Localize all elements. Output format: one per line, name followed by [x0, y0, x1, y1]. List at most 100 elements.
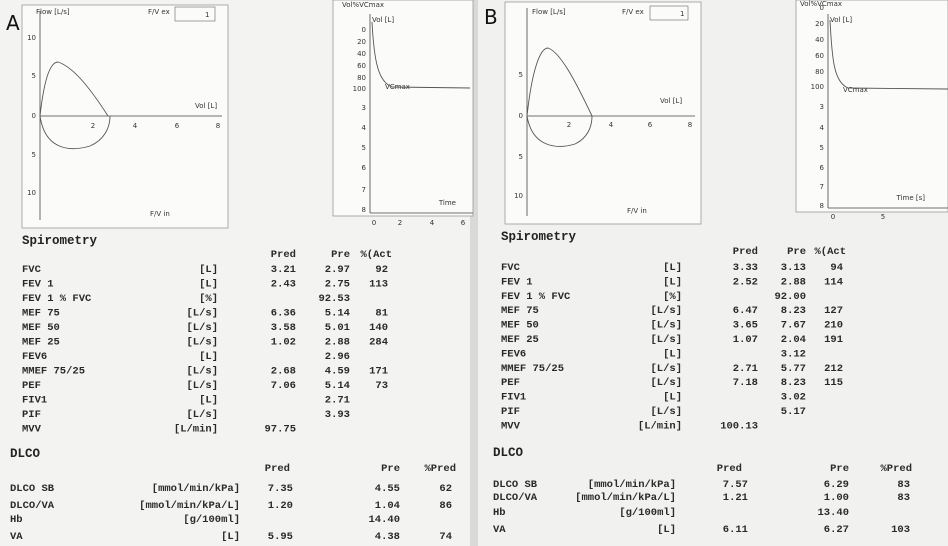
cell-pct: 83 [897, 479, 910, 491]
cell-pre: 92.53 [318, 293, 350, 305]
axis-title: Vol%VCmax [800, 0, 842, 8]
plot-frame [504, 1, 702, 225]
cell-unit: [L/min] [638, 420, 682, 432]
x-tick-label: 6 [461, 219, 466, 227]
section-title: Spirometry [22, 234, 98, 248]
cell-unit: [mmol/min/kPa] [588, 479, 676, 491]
cell-unit: [mmol/min/kPa] [152, 483, 240, 495]
flow-volume-curve [526, 47, 593, 147]
cell-unit: [L/s] [186, 409, 218, 421]
cell-pred: 2.52 [733, 276, 758, 288]
cell-pre: 6.29 [824, 479, 849, 491]
cell-unit: [L/s] [650, 334, 682, 346]
legend-entry: 1 [680, 10, 684, 18]
cell-name: MEF 50 [22, 322, 60, 334]
cell-pre: 92.00 [774, 291, 806, 303]
y-tick-label: 100 [353, 85, 366, 93]
cell-unit: [L] [199, 395, 218, 407]
cell-unit: [L/min] [174, 424, 218, 436]
cell-pred: 2.71 [733, 363, 758, 375]
y-tick-label: 4 [820, 124, 825, 132]
cell-pct: 62 [439, 483, 452, 495]
panel-label: A [6, 11, 20, 35]
cell-pre: 5.14 [325, 380, 350, 392]
cell-pre: 2.96 [325, 351, 350, 363]
cell-pred: 3.65 [733, 320, 758, 332]
y-tick-label: 20 [357, 38, 366, 46]
x-tick-label: 2 [91, 122, 95, 130]
cell-name: DLCO SB [10, 483, 55, 495]
section-title: Spirometry [501, 230, 577, 244]
cell-unit: [L/s] [186, 366, 218, 378]
cell-unit: [L/s] [650, 406, 682, 418]
cell-pred: 1.07 [733, 334, 758, 346]
axis-title: Flow [L/s] [36, 8, 70, 16]
y-tick-label: 80 [357, 74, 366, 82]
cell-pred: 100.13 [720, 420, 758, 432]
y-tick-label: 8 [820, 202, 824, 210]
y-tick-label: 40 [357, 50, 366, 58]
cell-pred: 1.20 [268, 500, 293, 512]
y-tick-label: 4 [362, 124, 367, 132]
cell-pred: 1.21 [723, 492, 748, 504]
cell-pre: 3.93 [325, 409, 350, 421]
cell-pre: 8.23 [781, 305, 806, 317]
divider [470, 0, 478, 546]
cell-name: FEV6 [501, 348, 526, 360]
cell-name: MEF 75 [501, 305, 539, 317]
cell-pre: 5.17 [781, 406, 806, 418]
volume-time-curve [371, 21, 471, 89]
cell-name: MMEF 75/25 [22, 366, 85, 378]
cell-unit: [L] [663, 392, 682, 404]
cell-pre: 1.00 [824, 492, 849, 504]
axis-title: Vol [L] [372, 16, 394, 24]
cell-pre: 5.77 [781, 363, 806, 375]
y-tick-label: 3 [820, 103, 824, 111]
cell-name: DLCO SB [493, 479, 538, 491]
column-header: Pred [733, 246, 758, 258]
y-tick-label: 10 [27, 189, 36, 197]
cell-unit: [L] [657, 524, 676, 536]
legend-box [649, 5, 689, 21]
cell-unit: [L/s] [186, 380, 218, 392]
legend-title: F/V ex [622, 8, 644, 16]
axis-title: F/V in [627, 207, 647, 215]
cell-act: 94 [830, 262, 843, 274]
y-tick-label: 5 [519, 71, 523, 79]
cell-unit: [L/s] [650, 377, 682, 389]
cell-unit: [L] [199, 264, 218, 276]
y-tick-label: 0 [519, 112, 523, 120]
axis-title: Vol%VCmax [342, 1, 384, 9]
column-header: Pre [331, 249, 350, 261]
column-header: Pred [265, 463, 290, 475]
axis-title: Flow [L/s] [532, 8, 566, 16]
x-tick-label: 0 [831, 213, 835, 221]
cell-name: FEV6 [22, 351, 47, 363]
cell-pre: 2.88 [781, 276, 806, 288]
cell-act: 81 [375, 308, 388, 320]
column-header: %(Act [360, 249, 392, 261]
cell-name: PIF [501, 406, 520, 418]
column-header: Pre [787, 246, 806, 258]
cell-unit: [%] [199, 293, 218, 305]
x-tick-label: 2 [398, 219, 402, 227]
cell-unit: [g/100ml] [183, 514, 240, 526]
cell-unit: [mmol/min/kPa/L] [139, 500, 240, 512]
cell-name: DLCO/VA [10, 500, 55, 512]
cell-name: FEV 1 [501, 276, 533, 288]
y-tick-label: 10 [514, 192, 523, 200]
cell-unit: [L/s] [650, 363, 682, 375]
panel-label: B [484, 5, 498, 29]
cell-name: VA [10, 531, 23, 543]
cell-name: FEV 1 % FVC [501, 291, 571, 303]
cell-pre: 1.04 [375, 500, 400, 512]
x-tick-label: 4 [133, 122, 138, 130]
axis-title: Vol [L] [660, 97, 682, 105]
cell-pct: 103 [891, 524, 910, 536]
y-tick-label: 0 [820, 4, 824, 12]
cell-pred: 7.57 [723, 479, 748, 491]
cell-pre: 3.02 [781, 392, 806, 404]
cell-act: 191 [824, 334, 843, 346]
